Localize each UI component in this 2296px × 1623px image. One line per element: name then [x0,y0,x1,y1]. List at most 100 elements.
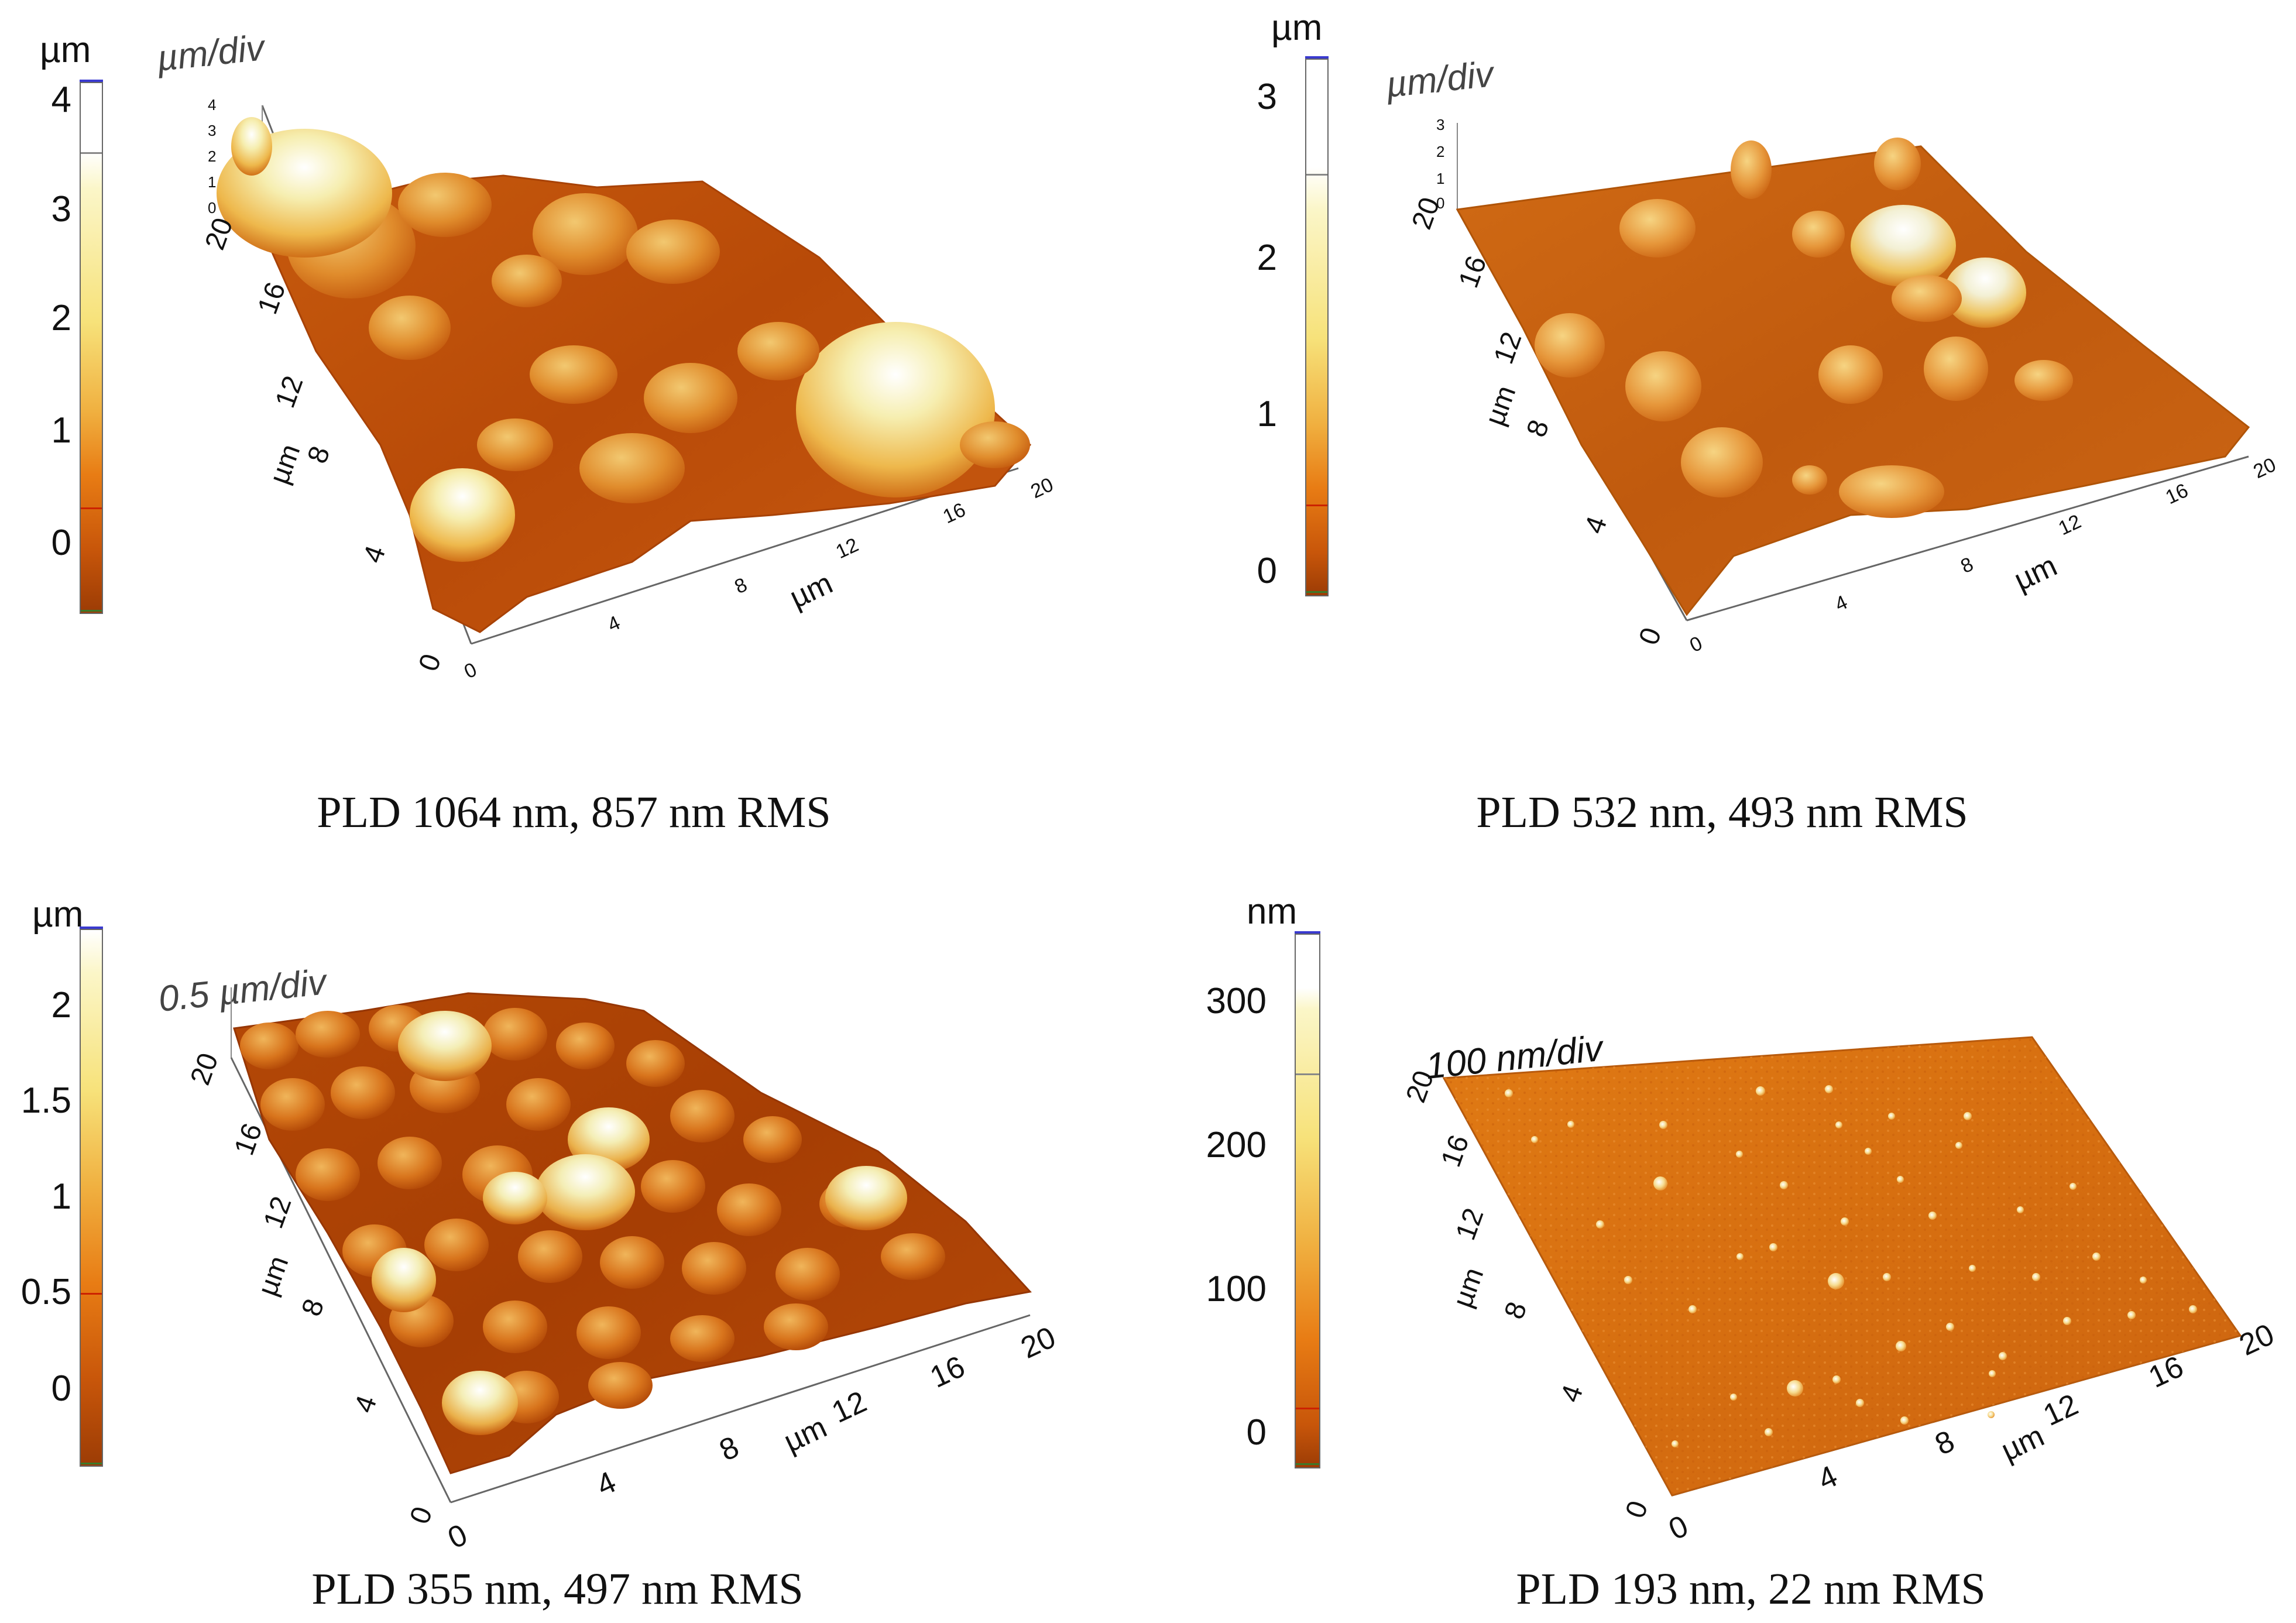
surface-plot [230,987,1032,1504]
x-tick-label: 16 [939,499,969,528]
surface-plot [1456,123,2250,622]
y-tick-label: 0 [404,1503,439,1528]
colorbar-tick-label: 0 [1246,1412,1267,1453]
colorbar-unit: µm [32,894,84,935]
colorbar-top-marker [1305,56,1329,59]
afm-panel-pld355: µm 2 1.5 1 0.5 0 0.5 µm/div [0,812,1148,1623]
colorbar-tick-label: 1.5 [20,1080,71,1121]
axis-labels: 20 16 12 µm 8 4 0 0 4 8 12 16 20 µm [1401,1066,2280,1547]
colorbar-tick-label: 1 [51,1176,71,1217]
x-tick-label: 8 [731,574,750,598]
y-tick-label: 4 [1579,513,1614,538]
y-tick-label: 8 [302,442,337,468]
y-tick-label: 16 [1453,252,1493,291]
z-tick-label: 0 [1436,194,1444,212]
x-tick-label: 12 [2055,510,2084,540]
colorbar-tick-label: 0 [51,1368,71,1409]
x-tick-label: 4 [592,1465,622,1503]
surface-plot [1442,1036,2242,1497]
colorbar-marker [1306,505,1327,506]
colorbar-marker [1296,1073,1319,1075]
y-tick-label: 12 [258,1192,298,1232]
y-axis-label: µm [252,1252,295,1300]
x-tick-label: 4 [1831,591,1851,616]
colorbar-marker [1296,1463,1319,1465]
afm-panel-pld532: µm 3 2 1 0 µm/div [1148,0,2296,837]
x-tick-label: 8 [1957,553,1976,578]
colorbar-tick-label: 1 [1257,394,1277,434]
y-tick-label: 4 [1555,1381,1590,1406]
y-tick-label: 20 [1401,1066,1440,1106]
colorbar-tick-label: 3 [1257,77,1277,117]
colorbar-unit: nm [1247,891,1298,932]
x-tick-label: 12 [832,534,862,563]
colorbar-marker [81,1293,102,1295]
y-tick-label: 0 [413,650,448,675]
y-tick-label: 8 [1521,416,1556,441]
x-axis-label: µm [1996,1419,2050,1468]
z-tick-label: 1 [1436,170,1444,187]
colorbar-marker [81,610,102,612]
y-axis-label: µm [1447,1264,1490,1312]
x-tick-label: 8 [715,1430,744,1468]
y-tick-label: 16 [1436,1131,1475,1171]
x-tick-label: 4 [604,612,623,636]
z-tick-label: 1 [208,173,216,191]
y-tick-label: 12 [1488,328,1528,368]
y-tick-label: 4 [358,542,392,567]
axis-labels: 20 16 12 µm 8 4 0 0 4 8 12 16 20 µm 3 2 … [1406,116,2280,657]
axis-labels: 20 16 12 µm 8 4 0 0 4 8 12 16 20 µm 4 3 … [200,96,1057,683]
z-tick-label: 3 [208,122,216,139]
colorbar-tick-label: 4 [51,80,71,120]
z-tick-label: 0 [208,199,216,217]
y-tick-label: 16 [252,278,292,318]
x-tick-label: 12 [827,1385,872,1430]
colorbar-marker [1306,591,1327,593]
x-tick-label: 16 [2162,479,2191,509]
colorbar-tick-label: 200 [1206,1125,1267,1165]
colorbar-tick-label: 0 [51,523,71,563]
z-tick-label: 3 [1436,116,1444,133]
y-tick-label: 20 [185,1049,225,1089]
y-tick-label: 12 [1450,1204,1490,1244]
z-tick-label: 2 [208,147,216,165]
y-tick-label: 20 [200,214,239,253]
colorbar [1305,56,1329,596]
colorbar-unit: µm [1271,8,1323,48]
x-axis-label: µm [2009,548,2062,598]
y-tick-label: 12 [270,372,310,411]
panel-caption: PLD 193 nm, 22 nm RMS [1516,1564,1986,1614]
panel-caption: PLD 1064 nm, 857 nm RMS [317,788,831,837]
x-tick-label: 8 [1930,1424,1960,1462]
x-tick-label: 20 [2235,1317,2280,1363]
y-tick-label: 8 [296,1295,331,1320]
y-axis-label: µm [264,440,307,488]
colorbar-tick-label: 100 [1206,1269,1267,1309]
y-axis-label: µm [1480,382,1522,430]
x-tick-label: 20 [1027,473,1056,503]
colorbar-tick-label: 2 [1257,238,1277,278]
x-tick-label: 20 [1016,1320,1061,1365]
panel-caption: PLD 532 nm, 493 nm RMS [1476,788,1968,837]
panel-caption: PLD 355 nm, 497 nm RMS [311,1564,804,1614]
colorbar-tick-label: 0.5 [20,1272,71,1312]
colorbar-tick-label: 300 [1206,981,1267,1021]
afm-panel-pld193: nm 300 200 100 0 [1148,812,2296,1623]
axis-labels: 20 16 12 µm 8 4 0 0 4 8 12 16 20 µm [185,1049,1061,1555]
x-tick-label: 4 [1813,1459,1843,1497]
x-tick-label: 16 [925,1350,970,1395]
colorbar-marker [1306,174,1327,176]
surface-plot [217,105,1032,645]
colorbar-tick-label: 2 [51,298,71,338]
colorbar-top-marker [1295,931,1320,934]
colorbar-marker [81,507,102,509]
x-tick-label: 0 [461,658,480,683]
x-tick-label: 0 [1664,1509,1694,1547]
x-axis-label: µm [785,566,838,615]
x-tick-label: 16 [2144,1350,2189,1395]
x-axis-label: µm [779,1410,832,1459]
colorbar-top-marker [80,927,103,929]
y-tick-label: 8 [1499,1298,1533,1323]
colorbar-marker [81,152,102,154]
y-tick-label: 4 [349,1392,383,1417]
